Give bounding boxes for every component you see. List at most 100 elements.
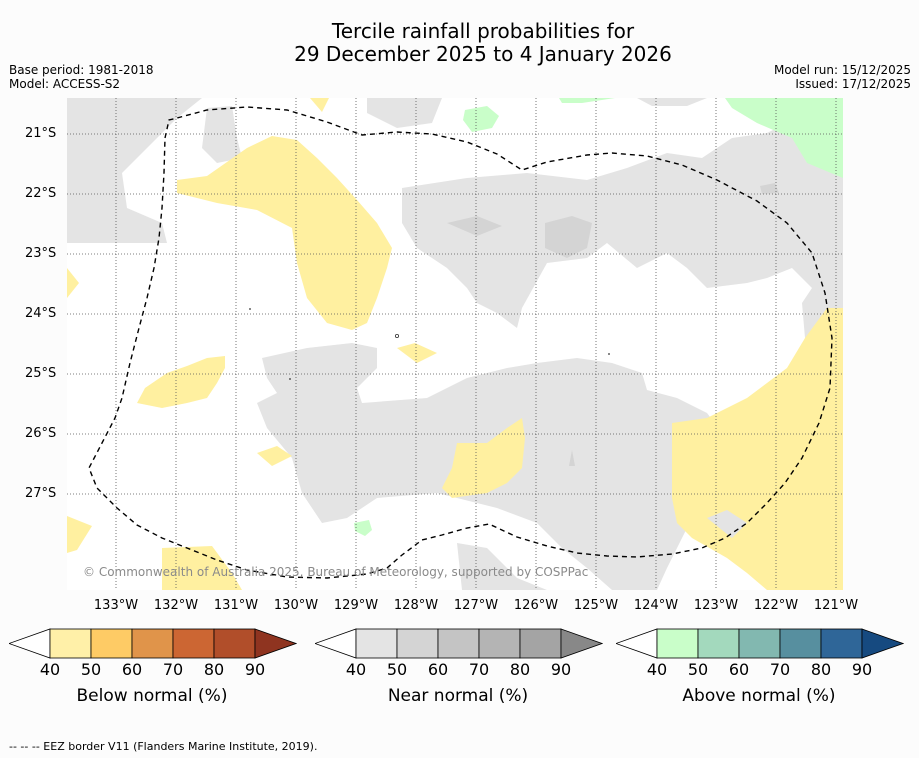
cb-below-seg-high	[254, 628, 297, 659]
cb-below-tick-90: 90	[244, 660, 266, 679]
lon-tick-126: 126°W	[513, 598, 559, 613]
cb-below-seg-1	[49, 628, 92, 659]
cb-near-seg-low	[315, 628, 357, 659]
cb-above-tick-50: 50	[687, 660, 709, 679]
cb-below-tick-80: 80	[203, 660, 225, 679]
lat-tick-21: 21°S	[25, 126, 57, 141]
near-patch-4	[569, 450, 575, 466]
cb-near-seg-1	[355, 628, 398, 659]
cb-near-tick-40: 40	[345, 660, 367, 679]
cb-near-seg-5	[519, 628, 562, 659]
base-period: Base period: 1981-2018	[9, 63, 154, 77]
cb-below-tick-40: 40	[39, 660, 61, 679]
meta-left: Base period: 1981-2018 Model: ACCESS-S2	[9, 63, 154, 91]
lon-tick-128: 128°W	[393, 598, 439, 613]
lon-tick-122: 122°W	[753, 598, 799, 613]
island-1	[249, 308, 251, 310]
cb-above-tick-90: 90	[851, 660, 873, 679]
lon-tick-125: 125°W	[573, 598, 619, 613]
cb-below-seg-5	[213, 628, 256, 659]
near-region-east	[402, 123, 843, 338]
lon-tick-121: 121°W	[813, 598, 859, 613]
below-region-south	[162, 546, 242, 590]
lon-tick-127: 127°W	[453, 598, 499, 613]
lon-tick-133: 133°W	[93, 598, 139, 613]
lon-tick-123: 123°W	[693, 598, 739, 613]
cb-near-tick-90: 90	[550, 660, 572, 679]
cb-below-tick-70: 70	[162, 660, 184, 679]
lat-tick-22: 22°S	[25, 186, 57, 201]
below-region-west	[67, 268, 79, 298]
map-title-line2: 29 December 2025 to 4 January 2026	[294, 42, 672, 66]
cb-above-seg-5	[820, 628, 863, 659]
cb-above-tick-80: 80	[810, 660, 832, 679]
copyright-notice: © Commonwealth of Australia 2025, Bureau…	[83, 565, 589, 579]
cb-below-tick-50: 50	[80, 660, 102, 679]
lon-tick-129: 129°W	[333, 598, 379, 613]
near-region-south	[457, 543, 547, 590]
map-title-line1: Tercile rainfall probabilities for	[331, 19, 635, 43]
near-patch-2	[545, 216, 592, 258]
below-region-sw	[137, 356, 225, 408]
lat-tick-26: 26°S	[25, 426, 57, 441]
cb-below-seg-4	[172, 628, 215, 659]
model-run: Model run: 15/12/2025	[773, 63, 911, 77]
darker-near-patches	[447, 183, 779, 466]
lat-tick-24: 24°S	[25, 306, 57, 321]
below-region-main	[177, 136, 392, 330]
cb-below-seg-2	[90, 628, 133, 659]
model-name: Model: ACCESS-S2	[9, 77, 121, 91]
cb-below-seg-3	[131, 628, 174, 659]
cb-near-tick-80: 80	[509, 660, 531, 679]
lon-tick-130: 130°W	[273, 598, 319, 613]
near-region-top2	[637, 98, 707, 106]
above-normal-regions	[354, 98, 843, 536]
cb-near-tick-50: 50	[386, 660, 408, 679]
above-region-top	[559, 98, 615, 103]
cb-above-seg-high	[861, 628, 904, 659]
colorbar-near	[315, 628, 603, 659]
cb-above-tick-40: 40	[646, 660, 668, 679]
colorbar-above	[616, 628, 904, 659]
colorbar-below	[9, 628, 297, 659]
island-4	[608, 353, 610, 355]
issued-date: Issued: 17/12/2025	[795, 77, 911, 91]
lat-tick-27: 27°S	[25, 486, 57, 501]
island-3	[394, 333, 399, 338]
cb-above-seg-2	[697, 628, 740, 659]
near-hole-southeast	[707, 510, 747, 538]
cb-near-tick-70: 70	[468, 660, 490, 679]
near-region-top	[367, 98, 442, 128]
eez-legend-footer: -- -- -- EEZ border V11 (Flanders Marine…	[9, 740, 318, 753]
cb-above-seg-4	[779, 628, 822, 659]
cb-below-seg-low	[9, 628, 51, 659]
cb-above-seg-3	[738, 628, 781, 659]
cb-near-seg-high	[560, 628, 603, 659]
lon-tick-131: 131°W	[213, 598, 259, 613]
island-2	[289, 378, 291, 380]
cb-near-seg-2	[396, 628, 439, 659]
eez-border	[88, 106, 833, 579]
cb-below-tick-60: 60	[121, 660, 143, 679]
below-region-small2	[257, 446, 292, 466]
near-patch-3	[760, 183, 779, 194]
colorbar-near-label: Near normal (%)	[387, 686, 529, 706]
below-region-swcorner	[67, 516, 92, 553]
below-region-small	[397, 343, 437, 363]
small-islands	[249, 308, 610, 380]
above-region-s	[354, 520, 372, 536]
graticule	[67, 98, 843, 590]
cb-near-seg-3	[437, 628, 480, 659]
meta-right: Model run: 15/12/2025 Issued: 17/12/2025	[774, 63, 911, 91]
lat-tick-23: 23°S	[25, 246, 57, 261]
above-region-n	[463, 106, 499, 132]
cb-near-seg-4	[478, 628, 521, 659]
cb-above-tick-70: 70	[769, 660, 791, 679]
cb-near-tick-60: 60	[427, 660, 449, 679]
map-plot	[67, 98, 843, 590]
lon-tick-132: 132°W	[153, 598, 199, 613]
lat-tick-25: 25°S	[25, 366, 57, 381]
colorbar-above-label: Above normal (%)	[682, 686, 836, 706]
cb-above-seg-low	[616, 628, 658, 659]
above-region-ne	[725, 98, 843, 178]
